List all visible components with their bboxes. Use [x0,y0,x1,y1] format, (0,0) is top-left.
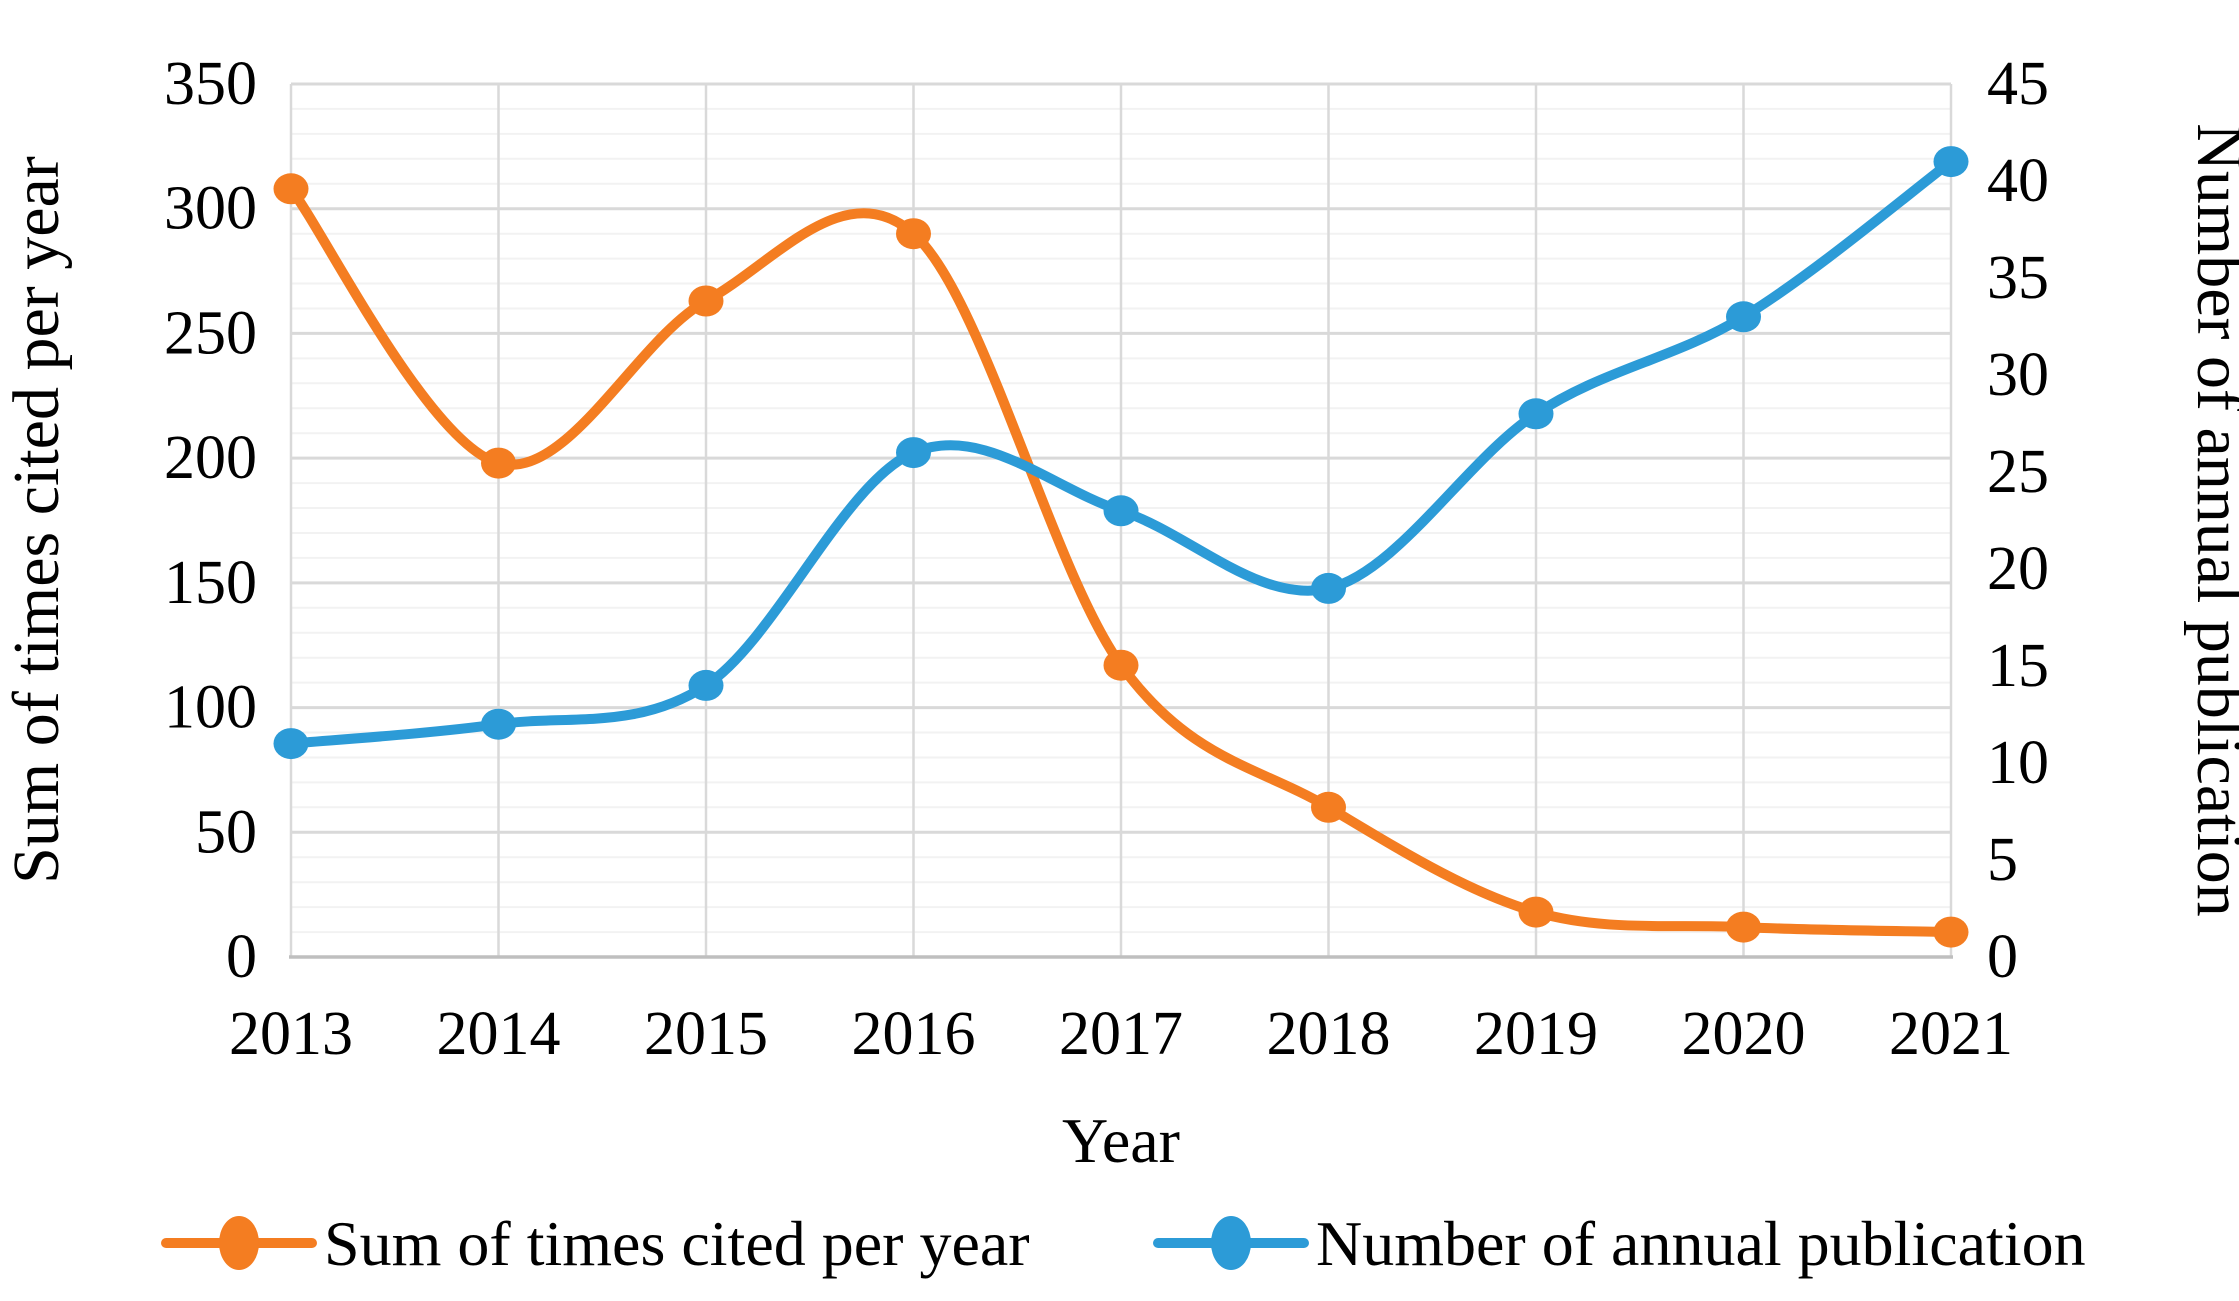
series-marker-citations [1518,896,1554,928]
series-marker-publications [273,728,309,760]
series-citations [273,173,1969,948]
right-axis-tick-label: 0 [1987,923,2018,991]
left-axis-title: Sum of times cited per year [0,156,73,884]
legend-label-citations: Sum of times cited per year [324,1208,1030,1279]
right-axis-tick-label: 20 [1987,535,2049,603]
series-marker-publications [1726,301,1761,333]
x-tick-label: 2019 [1474,1000,1598,1068]
series-marker-publications [481,708,516,740]
series-marker-publications [1933,146,1969,178]
x-tick-label: 2018 [1267,1000,1391,1068]
series-line-citations [286,183,1956,938]
right-axis-tick-label: 30 [1987,341,2049,409]
left-axis-tick-label: 150 [164,549,257,617]
left-axis-tick-label: 100 [164,674,257,742]
right-axis-tick-label: 35 [1987,244,2049,312]
legend-label-publications: Number of annual publication [1316,1208,2086,1279]
series-marker-citations [273,173,309,205]
right-axis-tick-label: 40 [1987,147,2049,215]
legend-item-citations: Sum of times cited per year [161,1208,1030,1279]
right-axis-title: Number of annual publication [2183,123,2239,917]
series-marker-citations [1311,791,1346,823]
x-tick-label: 2016 [852,1000,976,1068]
series-lines [273,146,1969,948]
legend-item-publications: Number of annual publication [1153,1208,2086,1279]
x-tick-label: 2020 [1682,1000,1806,1068]
series-marker-publications [1311,572,1346,604]
series-marker-citations [1933,916,1969,948]
series-marker-publications [688,669,724,701]
x-tick-label: 2015 [644,1000,768,1068]
left-axis-tick-label: 350 [164,50,257,118]
series-marker-publications [1103,495,1139,527]
right-axis-tick-label: 10 [1987,729,2049,797]
series-marker-publications [896,437,931,469]
series-marker-citations [688,285,724,317]
series-marker-citations [896,218,931,250]
series-marker-citations [481,447,516,479]
right-axis-tick-label: 45 [1987,50,2049,118]
series-marker-citations [1726,911,1761,943]
series-marker-citations [1103,649,1139,681]
x-tick-label: 2014 [437,1000,561,1068]
left-axis-tick-labels: 0 50 100 150 200 250 300 350 [164,50,257,991]
series-marker-publications [1518,398,1554,430]
x-tick-label: 2017 [1059,1000,1183,1068]
x-axis-tick-labels: 2013 2014 2015 2016 2017 2018 2019 2020 2021 [229,1000,2013,1068]
legend-marker-publications-icon [1211,1216,1251,1270]
left-axis-tick-label: 250 [164,299,257,367]
right-axis-tick-labels: 0 5 10 15 20 25 30 35 40 45 [1987,50,2049,991]
right-axis-tick-label: 25 [1987,438,2049,506]
legend: Sum of times cited per year Number of an… [161,1208,2086,1279]
legend-marker-citations-icon [219,1216,259,1270]
right-axis-tick-label: 5 [1987,826,2018,894]
left-axis-tick-label: 300 [164,175,257,243]
x-tick-label: 2013 [229,1000,353,1068]
x-tick-label: 2021 [1889,1000,2013,1068]
series-publications [273,146,1969,760]
x-axis-title: Year [1062,1105,1180,1176]
left-axis-tick-label: 0 [226,923,257,991]
left-axis-tick-label: 50 [195,798,257,866]
right-axis-tick-label: 15 [1987,632,2049,700]
left-axis-tick-label: 200 [164,424,257,492]
